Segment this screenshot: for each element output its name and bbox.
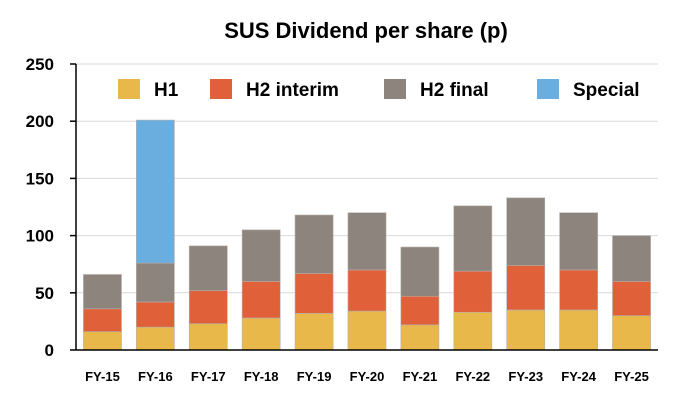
bar-h2-interim-fy-19	[294, 273, 334, 314]
legend-swatch	[537, 79, 559, 99]
bar-h1-fy-16	[136, 326, 175, 351]
bar-h2-final-fy-19	[294, 214, 334, 274]
bar-h2-final-fy-17	[188, 245, 228, 291]
x-tick-label: FY-23	[508, 369, 543, 384]
bar-h2-interim-fy-21	[400, 295, 440, 326]
bar-h2-interim-fy-20	[347, 269, 387, 312]
bar-h2-interim-fy-18	[241, 281, 281, 319]
bar-h2-final-fy-25	[612, 235, 651, 282]
legend-swatch	[210, 79, 232, 99]
bar-h2-final-fy-18	[241, 229, 281, 282]
bar-h2-interim-fy-16	[136, 301, 175, 328]
y-tick-label: 200	[26, 112, 54, 131]
legend-label: H2 final	[420, 80, 489, 101]
x-tick-label: FY-20	[350, 369, 385, 384]
bar-h2-final-fy-24	[559, 212, 598, 271]
bar-h2-final-fy-21	[400, 246, 440, 297]
bar-h1-fy-15	[83, 331, 122, 351]
bar-h2-final-fy-16	[136, 262, 175, 303]
axes: 0 50 100 150 200 250 FY-15 FY-16 FY-17 FY-18 FY-19…	[26, 55, 658, 384]
bar-h1-fy-18	[241, 317, 281, 351]
legend-label: Special	[573, 80, 640, 101]
bar-h1-fy-24	[559, 309, 598, 351]
chart-title: SUS Dividend per share (p)	[224, 18, 508, 43]
x-tick-label: FY-25	[614, 369, 649, 384]
bar-h1-fy-17	[188, 323, 228, 351]
bar-h1-fy-22	[453, 311, 493, 351]
bar-h2-interim-fy-25	[612, 281, 651, 316]
bar-h2-final-fy-15	[83, 274, 122, 310]
y-tick-label: 0	[45, 341, 54, 360]
y-tick-label: 100	[26, 227, 54, 246]
x-tick-label: FY-18	[244, 369, 279, 384]
x-tick-label: FY-19	[297, 369, 332, 384]
legend-swatch	[384, 79, 406, 99]
bar-h1-fy-21	[400, 324, 440, 351]
x-tick-label: FY-24	[561, 369, 596, 384]
bar-h2-interim-fy-15	[83, 308, 122, 332]
bar-special-fy-16	[136, 119, 175, 264]
bar-h2-interim-fy-24	[559, 269, 598, 311]
bar-h1-fy-19	[294, 313, 334, 351]
bar-h2-interim-fy-23	[506, 265, 546, 311]
bar-h2-final-fy-22	[453, 205, 493, 272]
bars	[83, 119, 651, 351]
bar-h2-interim-fy-22	[453, 270, 493, 313]
x-tick-label: FY-15	[85, 369, 120, 384]
y-tick-label: 250	[26, 55, 54, 74]
y-tick-label: 50	[35, 284, 54, 303]
bar-h1-fy-23	[506, 309, 546, 351]
legend-swatch	[118, 79, 140, 99]
x-tick-label: FY-22	[455, 369, 490, 384]
bar-h2-interim-fy-17	[188, 290, 228, 324]
legend-label: H1	[154, 80, 179, 101]
bar-h2-final-fy-20	[347, 212, 387, 271]
x-tick-label: FY-17	[191, 369, 226, 384]
x-tick-label: FY-16	[138, 369, 173, 384]
x-tick-label: FY-21	[403, 369, 438, 384]
legend-label: H2 interim	[246, 80, 339, 101]
bar-h1-fy-25	[612, 315, 651, 351]
bar-h2-final-fy-23	[506, 197, 546, 266]
y-tick-label: 150	[26, 169, 54, 188]
bar-h1-fy-20	[347, 310, 387, 351]
legend: H1 H2 interim H2 final Special	[118, 79, 640, 101]
